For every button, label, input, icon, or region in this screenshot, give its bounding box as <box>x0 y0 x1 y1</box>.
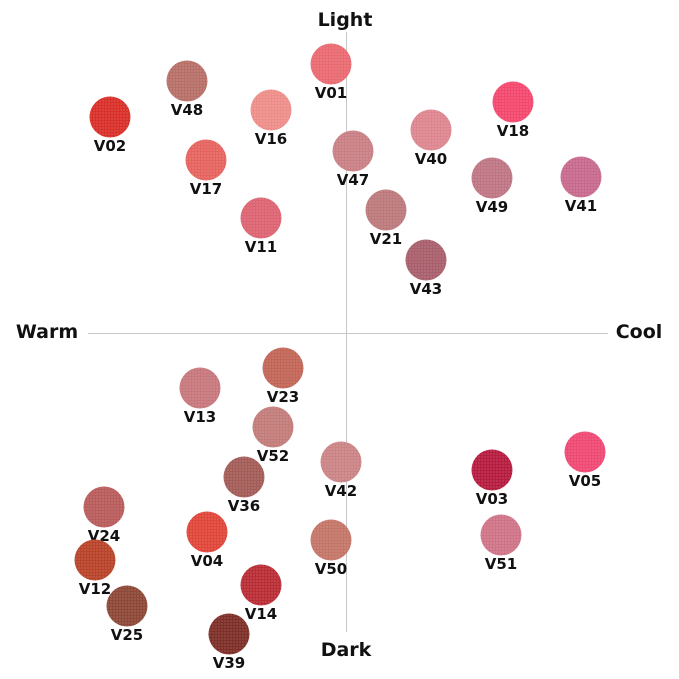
shade-swatch-v11 <box>240 197 282 239</box>
shade-label: V14 <box>244 605 278 623</box>
horizontal-axis-line <box>88 333 608 334</box>
shade-label: V23 <box>266 388 300 406</box>
axis-label-light: Light <box>317 9 373 31</box>
shade-swatch-v02 <box>89 96 131 138</box>
shade-label: V41 <box>564 197 598 215</box>
shade-swatch-v47 <box>332 130 374 172</box>
shade-label: V04 <box>190 552 224 570</box>
shade-label: V36 <box>227 497 261 515</box>
shade-swatch-v52 <box>252 406 294 448</box>
shade-swatch-v18 <box>492 81 534 123</box>
axis-label-dark: Dark <box>320 639 372 661</box>
axis-label-cool: Cool <box>615 321 663 343</box>
shade-swatch-v48 <box>166 60 208 102</box>
shade-swatch-v17 <box>185 139 227 181</box>
shade-swatch-v39 <box>208 613 250 655</box>
shade-label: V17 <box>189 180 223 198</box>
shade-swatch-v23 <box>262 347 304 389</box>
shade-swatch-v42 <box>320 441 362 483</box>
shade-swatch-v13 <box>179 367 221 409</box>
shade-label: V21 <box>369 230 403 248</box>
shade-label: V48 <box>170 101 204 119</box>
shade-swatch-v36 <box>223 456 265 498</box>
shade-label: V25 <box>110 626 144 644</box>
shade-label: V42 <box>324 482 358 500</box>
vertical-axis-line <box>346 32 347 632</box>
shade-swatch-v43 <box>405 239 447 281</box>
shade-label: V05 <box>568 472 602 490</box>
shade-label: V01 <box>314 84 348 102</box>
shade-swatch-v04 <box>186 511 228 553</box>
shade-label: V39 <box>212 654 246 672</box>
shade-label: V12 <box>78 580 112 598</box>
shade-label: V47 <box>336 171 370 189</box>
shade-swatch-v40 <box>410 109 452 151</box>
shade-swatch-v24 <box>83 486 125 528</box>
shade-label: V03 <box>475 490 509 508</box>
shade-label: V51 <box>484 555 518 573</box>
shade-swatch-v21 <box>365 189 407 231</box>
shade-swatch-v16 <box>250 89 292 131</box>
shade-swatch-v12 <box>74 539 116 581</box>
shade-swatch-v50 <box>310 519 352 561</box>
shade-swatch-v25 <box>106 585 148 627</box>
shade-label: V40 <box>414 150 448 168</box>
shade-label: V16 <box>254 130 288 148</box>
shade-label: V02 <box>93 137 127 155</box>
shade-swatch-v51 <box>480 514 522 556</box>
shade-label: V43 <box>409 280 443 298</box>
shade-swatch-v14 <box>240 564 282 606</box>
shade-swatch-v49 <box>471 157 513 199</box>
shade-label: V13 <box>183 408 217 426</box>
axis-label-warm: Warm <box>15 321 79 343</box>
shade-label: V50 <box>314 560 348 578</box>
shade-swatch-v41 <box>560 156 602 198</box>
shade-swatch-v03 <box>471 449 513 491</box>
shade-label: V49 <box>475 198 509 216</box>
shade-label: V52 <box>256 447 290 465</box>
shade-label: V18 <box>496 122 530 140</box>
shade-swatch-v01 <box>310 43 352 85</box>
shade-swatch-v05 <box>564 431 606 473</box>
shade-label: V11 <box>244 238 278 256</box>
